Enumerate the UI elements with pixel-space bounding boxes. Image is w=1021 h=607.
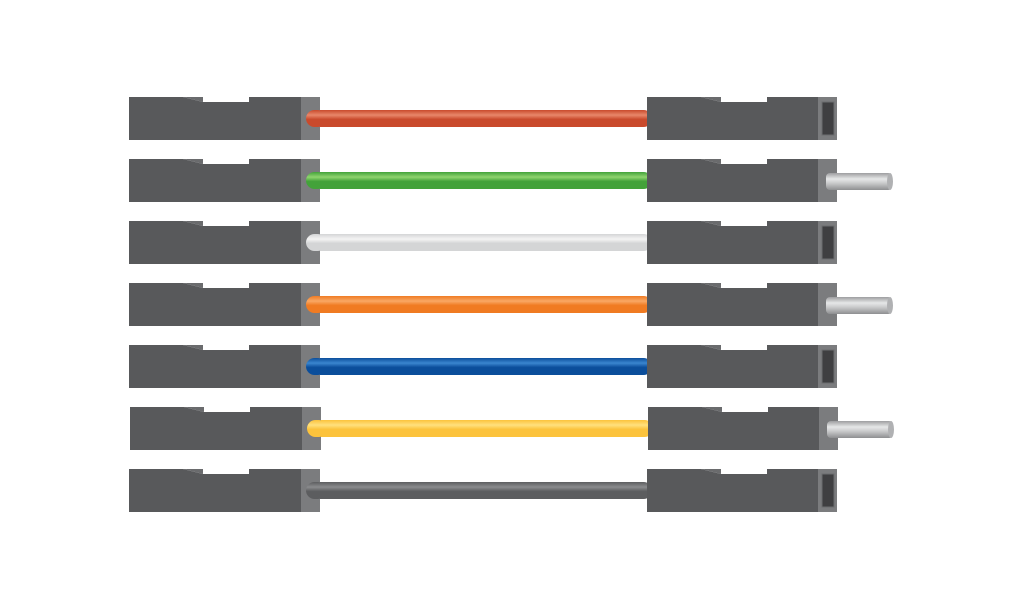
- pin-tip: [888, 421, 894, 438]
- jumper-wire: [129, 283, 893, 326]
- housing-notch: [701, 283, 721, 288]
- wire: [306, 296, 652, 313]
- housing-notch: [184, 407, 204, 412]
- wire-end: [306, 172, 326, 189]
- connector-housing: [130, 407, 302, 450]
- wire-end: [306, 482, 326, 499]
- jumper-wire: [129, 159, 893, 202]
- wire: [306, 110, 652, 127]
- left-connector: [129, 159, 301, 202]
- wire-end: [306, 358, 326, 375]
- housing-notch: [701, 97, 721, 102]
- connector-housing: [129, 283, 301, 326]
- pin-tip: [887, 173, 893, 190]
- jumper-wire: [129, 345, 837, 388]
- left-connector: [129, 283, 301, 326]
- connector-housing: [129, 345, 301, 388]
- left-connector: [129, 345, 301, 388]
- left-connector: [130, 407, 302, 450]
- right-connector: [647, 221, 819, 264]
- left-connector: [129, 221, 301, 264]
- connector-housing: [129, 97, 301, 140]
- female-socket: [821, 101, 835, 136]
- housing-notch: [183, 469, 203, 474]
- female-socket: [821, 349, 835, 384]
- connector-housing: [647, 283, 819, 326]
- connector-housing: [647, 345, 819, 388]
- pin-tip: [887, 297, 893, 314]
- wire-end: [306, 110, 326, 127]
- jumper-wire: [130, 407, 894, 450]
- wire-end: [306, 296, 326, 313]
- male-pin: [827, 421, 893, 438]
- housing-notch: [701, 221, 721, 226]
- housing-notch: [701, 159, 721, 164]
- housing-notch: [701, 345, 721, 350]
- jumper-wire: [129, 97, 837, 140]
- female-socket: [821, 473, 835, 508]
- housing-notch: [183, 221, 203, 226]
- connector-housing: [647, 221, 819, 264]
- housing-notch: [183, 159, 203, 164]
- connector-housing: [648, 407, 820, 450]
- connector-housing: [647, 469, 819, 512]
- housing-notch: [183, 345, 203, 350]
- wire-end: [306, 234, 326, 251]
- right-connector: [648, 407, 820, 450]
- connector-housing: [129, 469, 301, 512]
- right-connector: [647, 159, 819, 202]
- housing-notch: [183, 97, 203, 102]
- wire: [307, 420, 653, 437]
- housing-notch: [183, 283, 203, 288]
- right-connector: [647, 469, 819, 512]
- wire-end: [307, 420, 327, 437]
- left-connector: [129, 469, 301, 512]
- left-connector: [129, 97, 301, 140]
- connector-housing: [647, 97, 819, 140]
- wire: [306, 358, 652, 375]
- right-connector: [647, 345, 819, 388]
- jumper-wire: [129, 221, 837, 264]
- wire: [306, 234, 652, 251]
- housing-notch: [702, 407, 722, 412]
- male-pin: [826, 173, 892, 190]
- jumper-wire: [129, 469, 837, 512]
- connector-housing: [647, 159, 819, 202]
- female-socket: [821, 225, 835, 260]
- right-connector: [647, 283, 819, 326]
- right-connector: [647, 97, 819, 140]
- wire: [306, 482, 652, 499]
- male-pin: [826, 297, 892, 314]
- housing-notch: [701, 469, 721, 474]
- connector-housing: [129, 159, 301, 202]
- wire: [306, 172, 652, 189]
- connector-housing: [129, 221, 301, 264]
